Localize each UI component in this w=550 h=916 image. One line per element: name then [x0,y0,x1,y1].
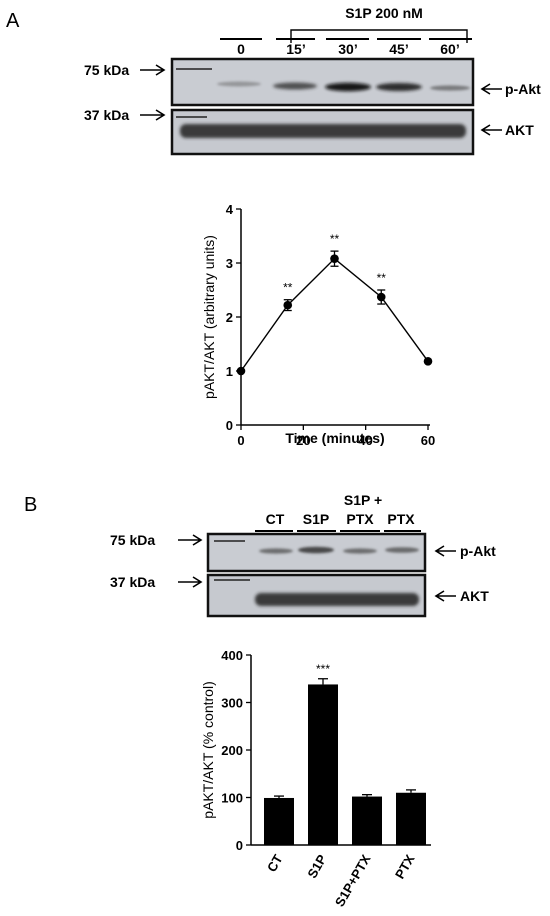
chart-b-ytick-label: 100 [221,791,243,806]
chart-a-ytick-label: 2 [226,310,233,325]
chart-a-ytick-label: 4 [226,202,234,217]
chart-b-significance: *** [316,662,330,676]
chart-b-category-label: S1P [304,852,329,881]
chart-b-bar [264,797,294,845]
chart-a-significance: ** [377,271,387,285]
chart-a-ytick-label: 1 [226,364,233,379]
chart-a-xtick-label: 20 [296,433,310,448]
chart-a-series-line [240,257,429,372]
lane-label-s1p: S1P [303,511,329,527]
chart-b-bar [308,684,338,845]
marker-37-label-b: 37 kDa [110,574,155,590]
lane-label-60: 60’ [440,41,459,57]
chart-a-ytick-label: 3 [226,256,233,271]
chart-a-xtick-label: 40 [358,433,372,448]
chart-a-data-point [283,300,293,310]
marker-75-label-b: 75 kDa [110,532,155,548]
chart-a-significance: ** [283,281,293,295]
chart-a-data-point [423,356,433,366]
lane-label-ptx: PTX [387,511,415,527]
lane-label-ct: CT [266,511,285,527]
chart-b-ytick-label: 400 [221,648,243,663]
akt-arrow-a [480,124,502,136]
chart-b-bar [396,792,426,845]
chart-b-category-label: PTX [392,852,418,882]
marker-75-label-a: 75 kDa [84,62,129,78]
panel-a-label: A [6,10,20,32]
blot-a-akt [170,108,475,156]
chart-a-xtick-label: 0 [237,433,244,448]
marker-37-arrow-b [178,576,203,588]
chart-b-bar-chart: 0 100 200 300 400 *** CT S1P S1P+PTX PTX pAKT/A… [200,648,431,909]
panel-b-label: B [24,494,37,516]
chart-a-xlabel: Time (minutes) [285,430,384,446]
chart-a-xtick-label: 60 [421,433,435,448]
blot-b-akt [206,573,427,618]
pakt-arrow-b [434,545,456,557]
lane-label-30: 30’ [338,41,357,57]
akt-label-a: AKT [505,122,534,138]
lane-label-s1p-ptx-line1: S1P + [344,492,382,508]
chart-a-data-point [376,292,386,302]
marker-75-arrow-b [178,534,203,546]
chart-b-category-label: CT [264,852,286,875]
blot-a-pakt [170,57,475,107]
lane-label-15: 15’ [286,41,305,57]
lane-label-0: 0 [237,41,245,57]
akt-arrow-b [434,590,456,602]
chart-b-category-label: S1P+PTX [332,852,374,910]
lane-label-s1p-ptx-line2: PTX [346,511,374,527]
panel-b-lane-labels: S1P + CT S1P PTX PTX [255,492,421,532]
marker-37-arrow-a [140,109,166,121]
lane-label-45: 45’ [389,41,408,57]
chart-b-ylabel: pAKT/AKT (% control) [200,681,216,818]
marker-37-label-a: 37 kDa [84,107,129,123]
akt-label-b: AKT [460,588,489,604]
marker-75-arrow-a [140,64,166,76]
chart-a-significance: ** [330,232,340,246]
chart-b-ytick-label: 0 [236,838,243,853]
chart-a-data-point [330,254,339,263]
pakt-arrow-a [480,83,502,95]
pakt-label-a: p-Akt [505,81,541,97]
chart-a-time-course: 0 1 2 3 4 0 20 40 60 ** ** ** Time (minutes) pAKT… [201,202,435,448]
chart-b-ytick-label: 300 [221,696,243,711]
panel-a-lane-labels: 0 15’ 30’ 45’ 60’ [220,38,472,57]
chart-a-ytick-label: 0 [226,418,233,433]
chart-b-bar [352,796,382,845]
chart-a-ylabel: pAKT/AKT (arbitrary units) [201,235,217,399]
treatment-label: S1P 200 nM [345,5,423,21]
blot-b-pakt [206,532,427,573]
pakt-label-b: p-Akt [460,543,496,559]
chart-a-data-point [236,366,246,376]
treatment-bracket [290,29,468,43]
chart-b-ytick-label: 200 [221,743,243,758]
